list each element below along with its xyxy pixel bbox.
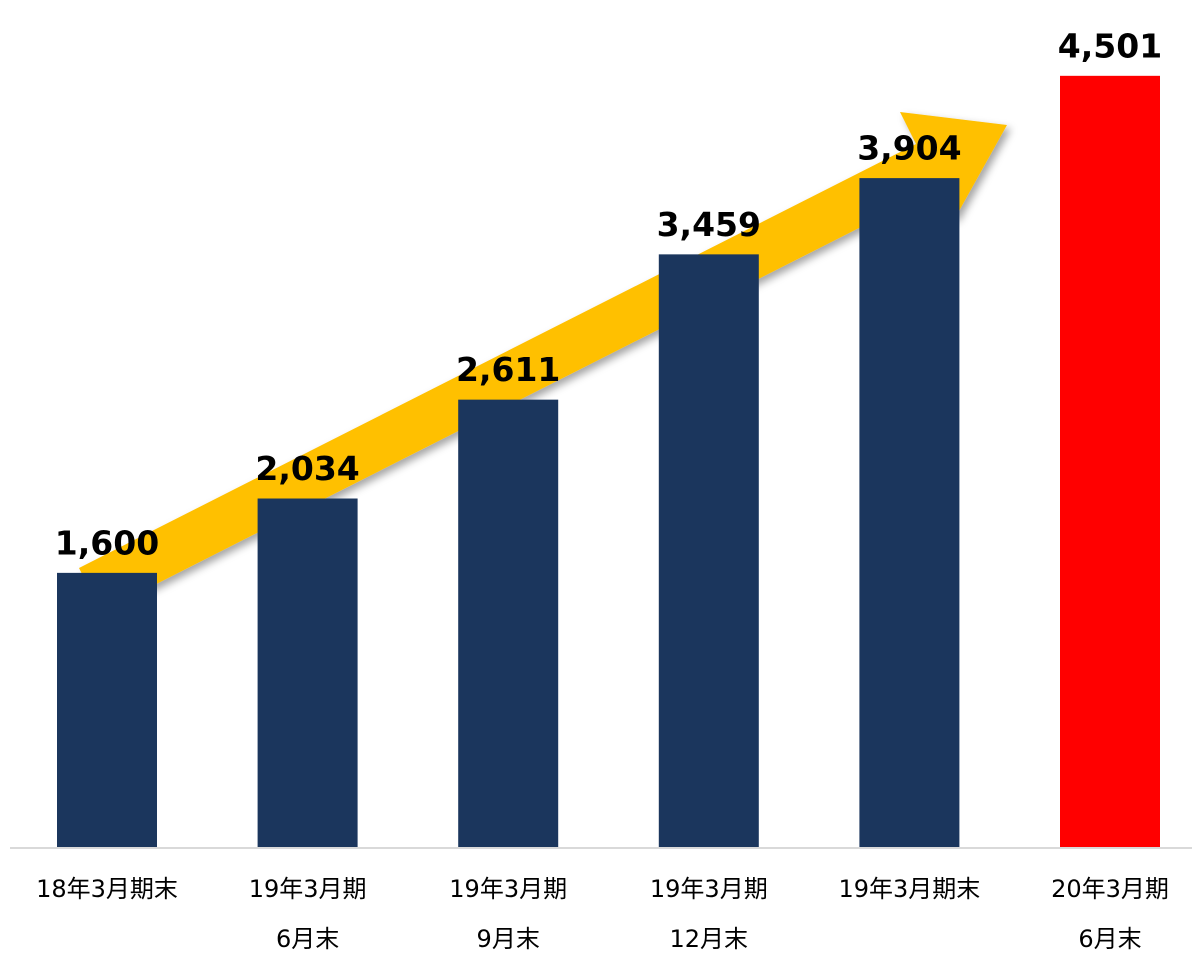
x-tick-label-line: 19年3月期末 [838, 875, 980, 903]
x-tick-label: 20年3月期 6月末 [1051, 875, 1169, 953]
x-tick-label: 19年3月期 9月末 [449, 875, 567, 953]
x-tick-label-line: 6月末 [1078, 925, 1141, 953]
x-tick-label: 19年3月期 12月末 [650, 875, 768, 953]
x-tick-label-line: 18年3月期末 [36, 875, 178, 903]
x-tick-label: 19年3月期 6月末 [249, 875, 367, 953]
bar [859, 178, 960, 847]
trend-arrow [79, 112, 1007, 612]
value-label: 3,459 [657, 205, 761, 244]
value-label: 2,611 [456, 350, 560, 389]
bar [658, 254, 759, 847]
x-tick-label-line: 19年3月期 [449, 875, 567, 903]
bar [1060, 75, 1160, 847]
x-tick-label-line: 19年3月期 [650, 875, 768, 903]
x-tick-label-line: 12月末 [670, 925, 749, 953]
value-label: 1,600 [55, 523, 159, 562]
x-tick-label-line: 6月末 [276, 925, 339, 953]
bar [257, 498, 358, 847]
bar [57, 572, 157, 847]
value-label: 3,904 [857, 129, 961, 168]
x-tick-label-line: 9月末 [477, 925, 540, 953]
value-label: 2,034 [255, 449, 359, 488]
value-label: 4,501 [1058, 26, 1162, 65]
x-tick-label-line: 19年3月期 [249, 875, 367, 903]
bar [458, 399, 559, 847]
x-tick-label-line: 20年3月期 [1051, 875, 1169, 903]
x-tick-label: 18年3月期末 [36, 875, 178, 903]
x-tick-label: 19年3月期末 [838, 875, 980, 903]
